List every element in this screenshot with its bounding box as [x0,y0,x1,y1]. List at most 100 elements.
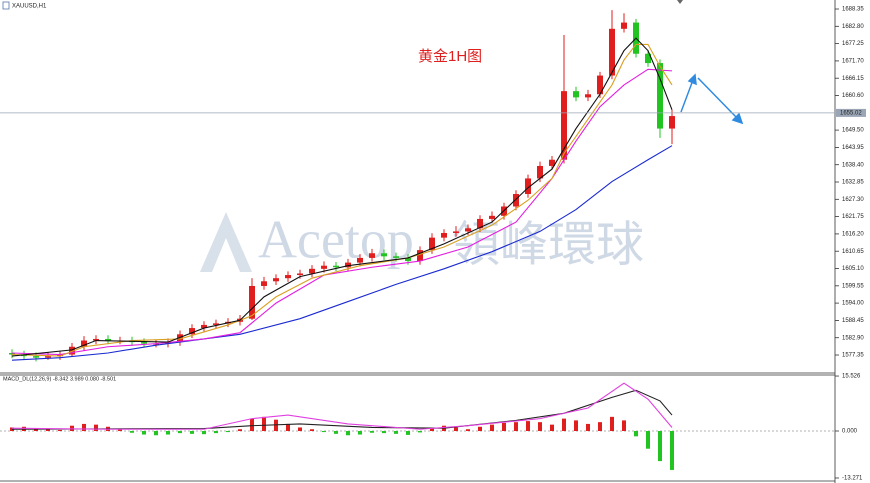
histogram-bar [598,422,602,432]
candle-body [213,323,219,325]
watermark: Acetop [258,209,414,269]
y-tick-label: 1616.20 [842,231,864,237]
candle-body [69,346,75,355]
candle-body [9,352,15,355]
y-tick-label: 1594.00 [842,301,864,307]
histogram-bar [478,426,482,432]
histogram-bar [502,422,506,432]
y-tick-label: 1643.95 [842,145,864,151]
y-tick-label: 1677.25 [842,41,864,47]
candle-body [369,253,375,258]
histogram-bar [454,427,458,432]
candle-body [93,338,99,341]
indicator-line [11,389,673,430]
window-icon [2,1,10,10]
histogram-bar [334,431,338,434]
y-tick-label: 1582.90 [842,335,864,341]
histogram-bar [322,431,326,433]
histogram-bar [610,416,614,432]
histogram-bar [202,431,206,435]
candle-body [309,268,315,274]
current-price-label: 1655.02 [840,110,862,116]
y-tick-label: 1649.50 [842,128,864,134]
candle-body [273,278,279,282]
y-tick-label: 1588.45 [842,318,864,324]
candle-body [357,257,363,263]
candle-body [201,324,207,329]
candle-body [177,334,183,343]
candle-body [621,22,627,29]
y-tick-label: 1577.35 [842,353,864,359]
histogram-bar [94,424,98,432]
candle-body [597,75,603,95]
candle-body [585,94,591,98]
window-title: XAUUSD,H1 [12,4,47,10]
candle-body [261,281,267,286]
y-tick-label: 1666.15 [842,76,864,82]
candle-body [33,356,39,358]
histogram-bar [262,416,266,432]
y-tick-label: 1638.40 [842,162,864,168]
histogram-bar [634,431,638,437]
histogram-bar [574,420,578,432]
candle-body [285,275,291,279]
annotation: 黄金1H图 [418,48,482,65]
indicator-line [11,43,673,357]
histogram-bar [586,423,590,432]
histogram-bar [490,424,494,432]
candle-body [453,231,459,233]
histogram-bar [46,429,50,432]
histogram-bar [370,431,374,433]
candle-body [249,285,255,319]
candle-body [489,215,495,219]
histogram-bar [658,431,662,462]
histogram-bar [298,427,302,432]
histogram-bar [250,418,254,432]
histogram-bar [154,431,158,436]
candle-body [441,232,447,238]
histogram-bar [166,431,170,435]
histogram-bar [406,431,410,435]
histogram-bar [286,423,290,432]
y-tick-label: 0.000 [842,429,858,435]
histogram-bar [466,429,470,432]
candle-body [45,356,51,358]
candle-body [57,354,63,357]
histogram-bar [418,431,422,433]
candle-body [141,342,147,344]
histogram-bar [310,429,314,432]
candle-body [657,63,663,129]
histogram-bar [562,418,566,432]
candle-body [477,218,483,229]
indicator-line [11,37,673,357]
histogram-bar [514,422,518,432]
candle-body [345,262,351,268]
candle-body [417,250,423,262]
candle-body [81,340,87,347]
candle-body [561,91,567,160]
histogram-bar [622,420,626,432]
y-tick-label: 1632.85 [842,180,864,186]
y-tick-label: 1627.30 [842,197,864,203]
current-price-box [836,108,866,117]
candle-body [105,338,111,341]
indicator-line [11,145,673,361]
histogram-bar [670,431,674,470]
y-tick-label: 15.526 [842,374,861,380]
y-tick-label: 1621.75 [842,214,864,220]
forecast-arrows [680,73,744,125]
y-tick-label: 1660.60 [842,93,864,99]
histogram-bar [358,431,362,435]
y-tick-label: 1605.10 [842,266,864,272]
y-tick-label: 1671.70 [842,58,864,64]
candle-body [465,228,471,232]
y-tick-label: 1610.65 [842,249,864,255]
histogram-bar [646,431,650,449]
candle-body [321,265,327,269]
candle-body [189,328,195,335]
histogram-bar [382,431,386,434]
candle-body [573,91,579,98]
histogram-bar [394,431,398,434]
histogram-bar [346,431,350,436]
